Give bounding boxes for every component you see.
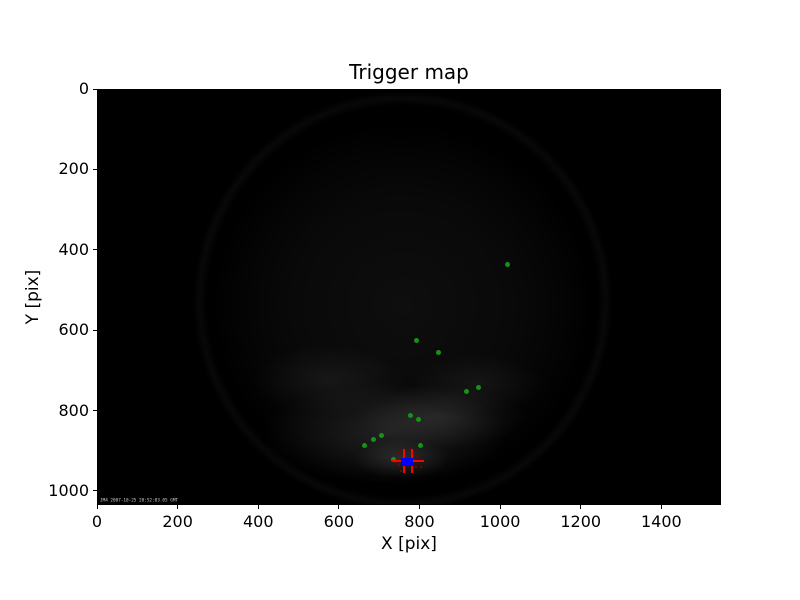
x-tick-label: 1000 <box>479 512 521 531</box>
noise-pixel-marker <box>411 451 414 454</box>
x-tick-mark <box>499 505 501 509</box>
centroid-square-marker <box>401 457 414 466</box>
image-timestamp-overlay: JM4 2007-10-25 20:52:03.05 GMT <box>100 497 179 503</box>
camera-image-plot: JM4 2007-10-25 20:52:03.05 GMT <box>97 89 721 505</box>
noise-pixel-marker <box>400 470 403 473</box>
noise-pixel-marker <box>415 455 418 458</box>
y-tick-label: 600 <box>58 320 89 340</box>
noise-pixel-marker <box>419 466 422 468</box>
x-tick-label: 1400 <box>640 512 682 531</box>
x-tick-mark <box>96 505 98 509</box>
x-tick-mark <box>177 505 179 509</box>
y-tick-mark <box>93 490 97 492</box>
x-tick-mark <box>338 505 340 509</box>
trigger-pixel-marker <box>413 337 419 343</box>
x-tick-label: 0 <box>91 512 103 531</box>
y-tick-label: 800 <box>58 400 89 420</box>
y-tick-mark <box>93 88 97 90</box>
trigger-pixel-marker <box>475 384 481 390</box>
y-tick-label: 1000 <box>48 480 89 500</box>
trigger-pixel-marker <box>464 388 470 394</box>
trigger-pixel-marker <box>505 262 511 268</box>
trigger-pixel-marker <box>361 442 367 448</box>
x-tick-mark <box>257 505 259 509</box>
x-tick-mark <box>580 505 582 509</box>
noise-pixel-marker <box>398 464 401 466</box>
noise-pixel-marker <box>409 447 411 450</box>
y-tick-mark <box>93 249 97 251</box>
noise-pixel-marker <box>400 449 403 452</box>
y-tick-mark <box>93 329 97 331</box>
x-tick-label: 400 <box>242 512 274 531</box>
y-tick-mark <box>93 410 97 412</box>
noise-pixel-marker <box>415 466 418 468</box>
x-tick-label: 200 <box>162 512 193 531</box>
trigger-pixel-marker <box>417 442 423 448</box>
plot-title: Trigger map <box>349 60 469 84</box>
y-tick-mark <box>93 168 97 170</box>
trigger-pixel-marker <box>379 432 385 438</box>
y-tick-label: 0 <box>78 79 89 98</box>
x-tick-mark <box>418 505 420 509</box>
x-tick-mark <box>660 505 662 509</box>
noise-pixel-marker <box>404 466 407 469</box>
trigger-pixel-marker <box>390 457 396 463</box>
trigger-pixel-marker <box>436 350 442 356</box>
x-tick-label: 600 <box>323 512 355 531</box>
trigger-pixel-marker <box>408 413 414 419</box>
y-tick-label: 400 <box>58 239 89 259</box>
y-tick-label: 200 <box>58 159 89 179</box>
noise-pixel-marker <box>396 451 399 454</box>
x-tick-label: 800 <box>404 512 435 531</box>
trigger-pixel-marker <box>370 436 376 442</box>
x-axis-label: X [pix] <box>381 534 437 554</box>
y-axis-label: Y [pix] <box>23 269 43 325</box>
trigger-pixel-marker <box>415 417 421 423</box>
x-tick-label: 1200 <box>560 512 602 531</box>
